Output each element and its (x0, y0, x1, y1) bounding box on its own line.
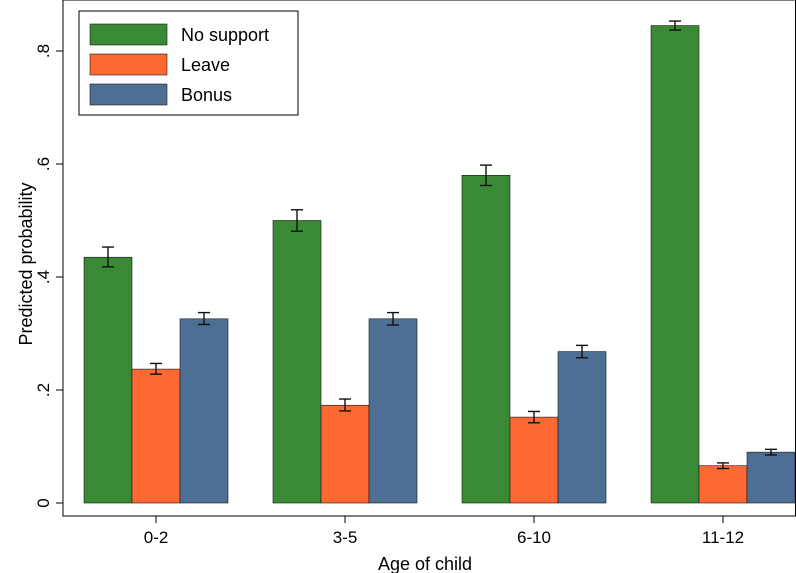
error-bar-bonus-0-2 (198, 311, 210, 326)
legend-label-no-support: No support (181, 25, 269, 45)
bars-layer (83, 25, 796, 504)
bar-bonus-11-12 (746, 451, 796, 504)
error-bar-no-support-3-5 (291, 209, 303, 232)
bar-no-support-11-12 (650, 25, 700, 504)
y-axis-title: Predicted probability (16, 182, 36, 345)
y-tick-label: .6 (34, 157, 53, 171)
bar-bonus-0-2 (179, 318, 229, 504)
error-bar-leave-11-12 (717, 462, 729, 470)
bar-no-support-3-5 (272, 220, 322, 504)
error-bar-no-support-6-10 (480, 164, 492, 187)
legend-swatch-no-support (89, 23, 168, 46)
y-tick-label: 0 (34, 498, 53, 507)
bar-no-support-6-10 (461, 175, 511, 504)
y-tick-label: .8 (34, 44, 53, 58)
legend-label-bonus: Bonus (181, 85, 232, 105)
x-tick-label: 11-12 (702, 528, 744, 547)
bar-bonus-6-10 (557, 351, 607, 504)
y-tick-label: .4 (34, 270, 53, 284)
bar-bonus-3-5 (368, 318, 418, 504)
x-tick-label: 3-5 (333, 528, 358, 547)
legend-swatch-leave (89, 53, 168, 76)
error-bar-bonus-11-12 (765, 448, 777, 456)
x-axis-title: Age of child (378, 554, 472, 573)
x-tick-label: 6-10 (517, 528, 551, 547)
bar-leave-0-2 (131, 368, 181, 504)
bar-leave-3-5 (320, 404, 370, 504)
error-bar-bonus-3-5 (387, 311, 399, 326)
legend: No support Leave Bonus (78, 10, 299, 116)
error-bar-bonus-6-10 (576, 344, 588, 359)
bar-leave-11-12 (698, 465, 748, 504)
error-bar-leave-0-2 (150, 362, 162, 375)
error-bar-leave-6-10 (528, 410, 540, 424)
y-tick-label: .2 (34, 383, 53, 397)
legend-swatch-bonus (89, 83, 168, 106)
error-bars-layer (102, 20, 777, 470)
error-bar-no-support-11-12 (669, 20, 681, 31)
bar-no-support-0-2 (83, 256, 133, 504)
error-bar-no-support-0-2 (102, 246, 114, 268)
bar-leave-6-10 (509, 416, 559, 504)
x-tick-label: 0-2 (144, 528, 169, 547)
error-bar-leave-3-5 (339, 398, 351, 412)
legend-label-leave: Leave (181, 55, 230, 75)
